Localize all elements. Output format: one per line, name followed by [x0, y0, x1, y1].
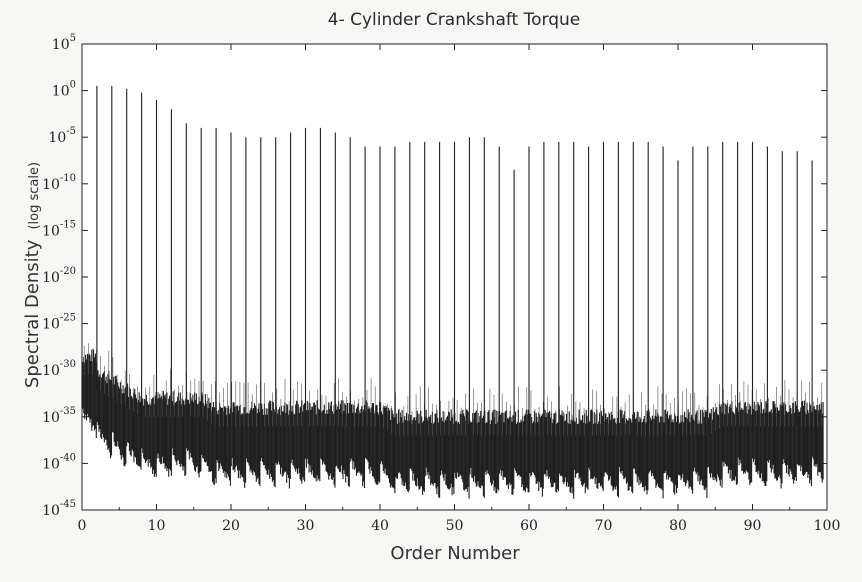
y-tick-exponent: -15	[60, 219, 76, 230]
y-tick-exponent: 0	[70, 80, 76, 91]
x-tick-label: 70	[595, 518, 613, 534]
y-tick-exponent: 5	[70, 33, 76, 44]
y-tick-label: 10-45	[42, 499, 76, 519]
x-tick-label: 80	[669, 518, 687, 534]
y-tick-base: 10	[42, 317, 60, 333]
y-tick-label: 10-30	[42, 359, 76, 379]
y-tick-base: 10	[42, 270, 60, 286]
x-axis-label: Order Number	[390, 543, 520, 564]
y-tick-label: 10-15	[42, 219, 76, 239]
x-tick-label: 50	[446, 518, 464, 534]
x-tick-label: 0	[78, 518, 87, 534]
y-tick-exponent: -35	[60, 406, 76, 417]
y-tick-label: 10-25	[42, 313, 76, 333]
y-axis: 10510010-510-1010-1510-2010-2510-3010-35…	[42, 33, 827, 519]
y-tick-base: 10	[42, 410, 60, 426]
y-tick-label: 100	[52, 80, 76, 100]
y-tick-label: 10-40	[42, 452, 76, 472]
y-tick-label: 10-5	[48, 126, 76, 146]
y-tick-base: 10	[42, 456, 60, 472]
y-tick-label: 10-10	[42, 173, 76, 193]
y-tick-label: 10-20	[42, 266, 76, 286]
y-tick-base: 10	[52, 84, 70, 100]
y-tick-exponent: -10	[60, 173, 76, 184]
y-tick-exponent: -30	[60, 359, 76, 370]
y-tick-exponent: -40	[60, 452, 76, 463]
y-tick-base: 10	[42, 177, 60, 193]
x-tick-label: 20	[222, 518, 240, 534]
y-tick-base: 10	[48, 130, 66, 146]
y-tick-exponent: -25	[60, 313, 76, 324]
y-tick-exponent: -20	[60, 266, 76, 277]
harmonic-spike-layer	[96, 85, 813, 436]
y-tick-base: 10	[42, 223, 60, 239]
y-tick-label: 105	[52, 33, 76, 53]
x-tick-label: 60	[520, 518, 538, 534]
y-axis-label-suffix: (log scale)	[27, 162, 42, 230]
y-tick-base: 10	[42, 503, 60, 519]
y-tick-base: 10	[52, 37, 70, 53]
y-tick-base: 10	[42, 363, 60, 379]
y-axis-label: Spectral Density (log scale)	[22, 162, 43, 388]
y-axis-label-main: Spectral Density	[22, 239, 43, 388]
y-tick-exponent: -5	[66, 126, 76, 137]
y-tick-exponent: -45	[60, 499, 76, 510]
chart-title: 4- Cylinder Crankshaft Torque	[328, 10, 580, 30]
x-tick-label: 30	[297, 518, 315, 534]
x-axis: 0 10 20 30 40 50 60 70 80 90 100	[78, 44, 841, 534]
x-tick-label: 10	[148, 518, 166, 534]
y-tick-label: 10-35	[42, 406, 76, 426]
x-tick-label: 90	[744, 518, 762, 534]
x-tick-label: 40	[371, 518, 389, 534]
x-tick-label: 100	[814, 518, 841, 534]
